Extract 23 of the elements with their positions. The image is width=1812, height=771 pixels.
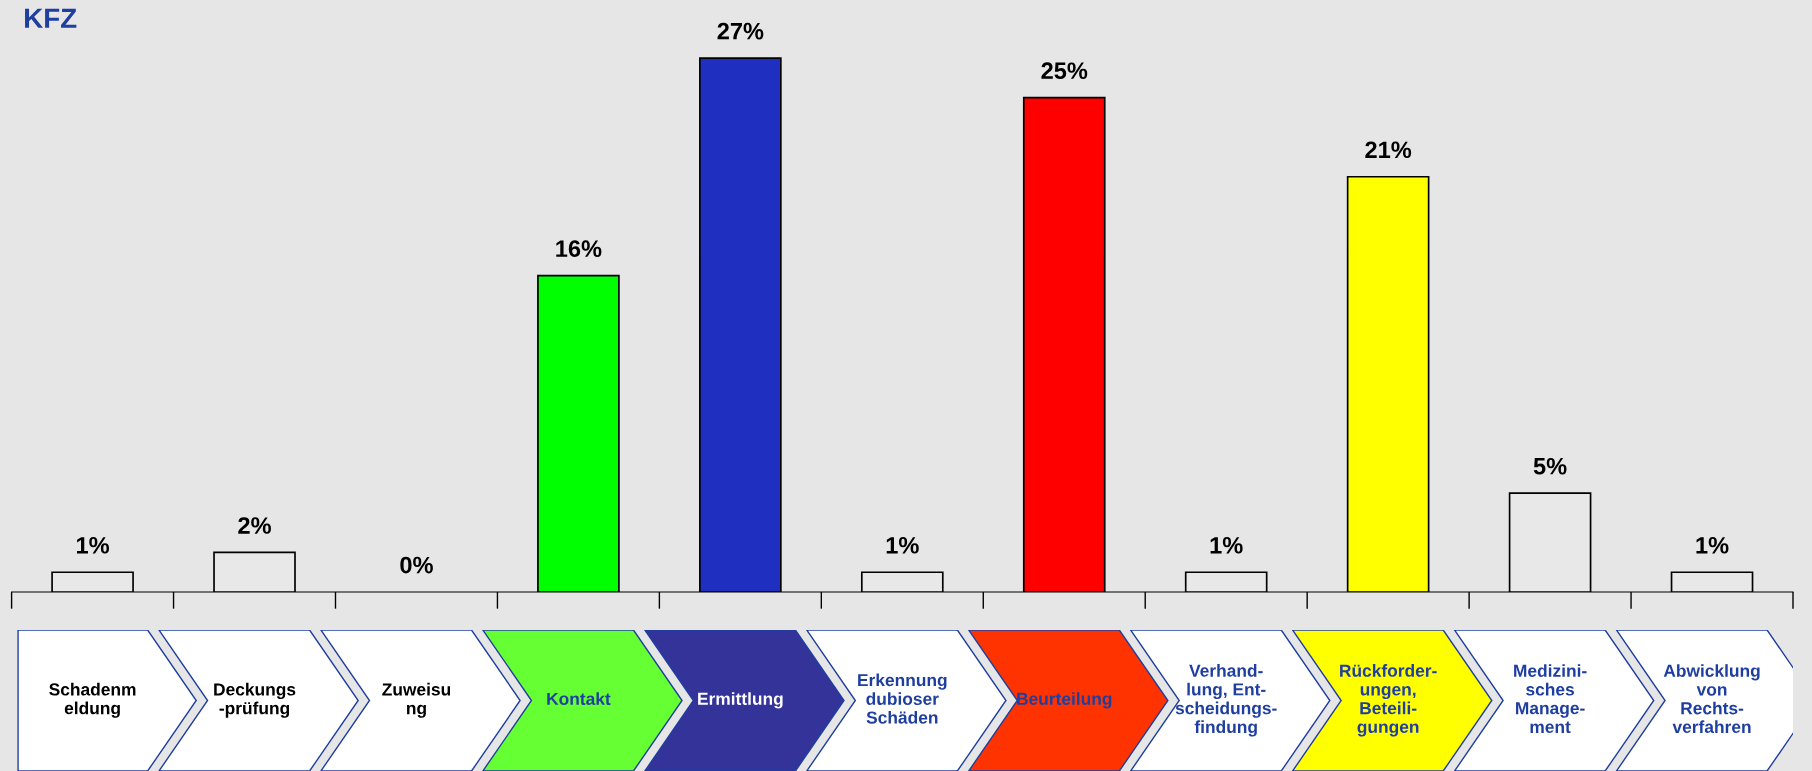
- x-tick-label: Zuweisu ng: [382, 682, 451, 718]
- x-tick-label: Kontakt: [547, 692, 611, 705]
- data-label: 2%: [238, 517, 271, 534]
- data-label: 1%: [886, 537, 919, 554]
- x-tick-label: Verhand- lung, Ent- scheidungs- findung: [1175, 664, 1277, 737]
- data-label: 25%: [1041, 62, 1088, 80]
- data-label: 1%: [77, 537, 110, 554]
- x-tick-label: Ermittlung: [698, 692, 783, 709]
- x-tick-label: Rückforder- ungen, Beteili- gungen: [1340, 664, 1437, 737]
- data-label: 16%: [556, 240, 602, 258]
- data-label: 1%: [1210, 537, 1243, 554]
- x-tick-label: Schadenm eldung: [49, 682, 136, 718]
- x-tick-label: Abwicklung von Rechts- verfahren: [1663, 664, 1760, 734]
- data-label: 21%: [1365, 141, 1412, 159]
- x-tick-label: Medizini- sches Manage- ment: [1514, 664, 1587, 734]
- x-tick-label: Deckungs -prüfung: [214, 682, 296, 718]
- data-label: 5%: [1533, 457, 1567, 475]
- data-label: 0%: [400, 556, 433, 574]
- x-tick-label: Beurteilung: [1017, 692, 1112, 709]
- data-label: 1%: [1696, 537, 1729, 554]
- chart-title: KFZ: [25, 8, 77, 28]
- x-tick-label: Erkennung dubioser Schäden: [858, 673, 947, 724]
- data-label: 27%: [717, 22, 764, 40]
